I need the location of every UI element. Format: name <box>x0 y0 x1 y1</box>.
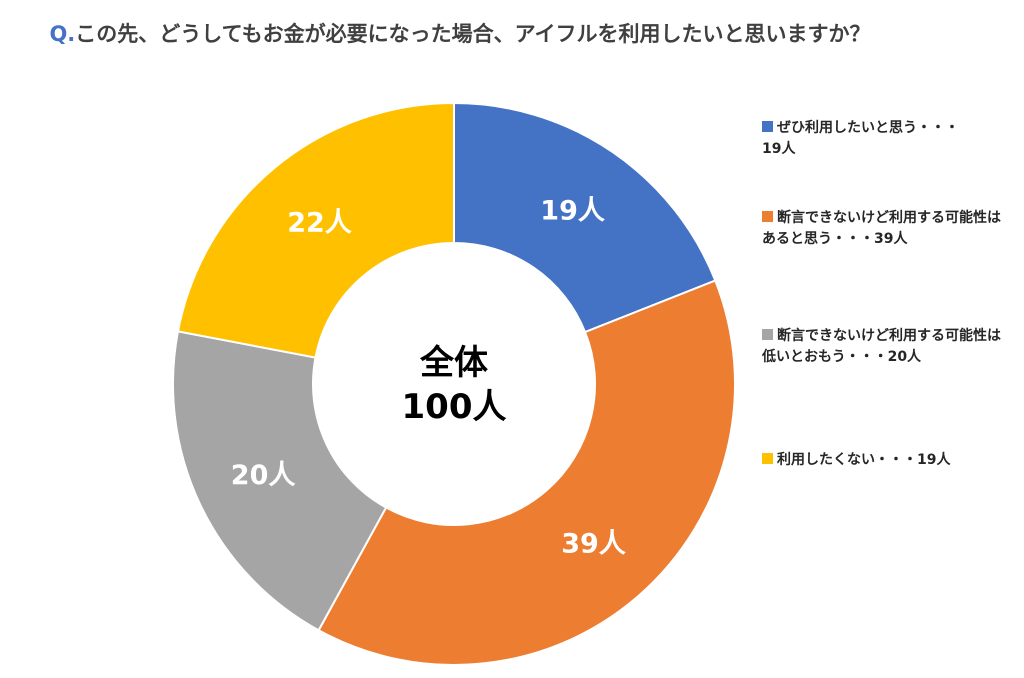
donut-slices <box>172 101 736 666</box>
slice-label-2: 39人 <box>561 528 626 559</box>
slice-label-3: 20人 <box>231 460 296 491</box>
legend-label: 断言できないけど利用する可能性は低いとおもう・・・20人 <box>762 328 1001 365</box>
legend-swatch <box>762 121 773 132</box>
legend-item-4: 利用したくない・・・19人 <box>762 450 1012 471</box>
question-text: この先、どうしてもお金が必要になった場合、アイフルを利用したいと思いますか？ <box>75 22 871 46</box>
legend-label: 利用したくない・・・19人 <box>777 452 951 468</box>
donut-slice-2 <box>317 279 736 666</box>
question-prefix: Q. <box>49 22 76 46</box>
slice-labels: 19人 39人 20人 22人 <box>231 195 626 559</box>
legend-swatch <box>762 453 773 464</box>
legend-item-2: 断言できないけど利用する可能性はあると思う・・・39人 <box>762 208 1002 250</box>
chart-title: Q.この先、どうしてもお金が必要になった場合、アイフルを利用したいと思いますか？ <box>20 14 900 54</box>
legend-item-3: 断言できないけど利用する可能性は低いとおもう・・・20人 <box>762 326 1002 368</box>
legend-swatch <box>762 329 773 340</box>
slice-label-4: 22人 <box>287 207 352 238</box>
legend-swatch <box>762 211 773 222</box>
center-label-line1: 全体 <box>419 343 488 383</box>
donut-slice-3 <box>172 330 388 632</box>
legend-item-1: ぜひ利用したいと思う・・・19人 <box>762 118 962 160</box>
donut-slice-1 <box>453 101 717 334</box>
legend-label: 断言できないけど利用する可能性はあると思う・・・39人 <box>762 210 1001 247</box>
slice-label-1: 19人 <box>540 195 605 226</box>
legend-label: ぜひ利用したいと思う・・・19人 <box>762 120 959 157</box>
center-label-line2: 100人 <box>402 387 507 427</box>
donut-slice-4 <box>176 101 455 359</box>
